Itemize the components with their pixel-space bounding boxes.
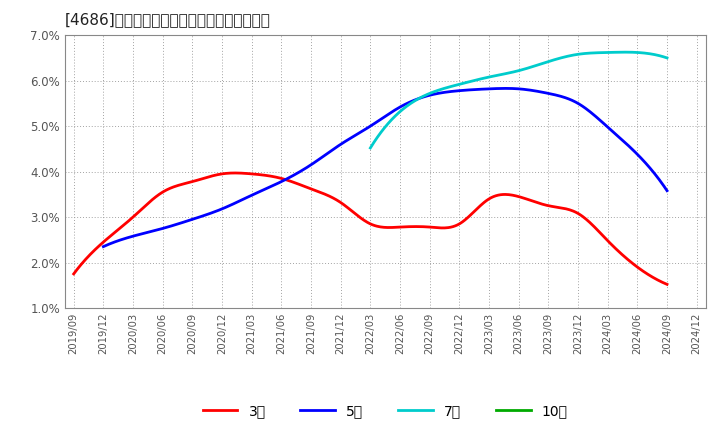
Line: 3年: 3年: [73, 173, 667, 284]
Line: 7年: 7年: [370, 52, 667, 148]
5年: [650, 171, 659, 176]
3年: [662, 282, 671, 287]
3年: [231, 170, 240, 176]
5年: [662, 188, 671, 193]
Text: [4686]　経常利益マージンの標準偏差の推移: [4686] 経常利益マージンの標準偏差の推移: [65, 12, 271, 27]
5年: [370, 121, 379, 126]
Legend: 3年, 5年, 7年, 10年: 3年, 5年, 7年, 10年: [197, 399, 573, 424]
7年: [609, 50, 618, 55]
3年: [392, 225, 400, 230]
3年: [356, 215, 364, 220]
7年: [366, 145, 374, 150]
3年: [423, 224, 432, 230]
7年: [543, 59, 552, 65]
7年: [509, 70, 518, 75]
3年: [69, 271, 78, 276]
3年: [352, 212, 361, 217]
5年: [435, 91, 444, 96]
Line: 5年: 5年: [104, 88, 667, 246]
5年: [501, 86, 510, 91]
7年: [526, 65, 535, 70]
3年: [557, 205, 565, 210]
7年: [621, 50, 630, 55]
5年: [99, 244, 108, 249]
7年: [507, 70, 516, 75]
3年: [649, 275, 658, 281]
7年: [662, 55, 671, 61]
5年: [404, 100, 413, 106]
5年: [366, 123, 375, 128]
7年: [656, 53, 665, 59]
5年: [562, 95, 571, 101]
